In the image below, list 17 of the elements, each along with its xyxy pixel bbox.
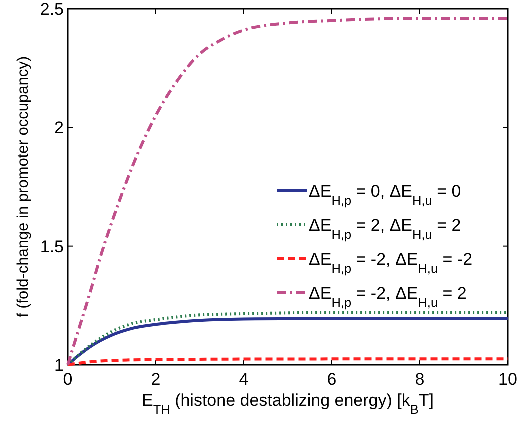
y-axis-title: f (fold-change in promoter occupancy)	[15, 56, 32, 318]
line-series	[66, 16, 510, 366]
y-tick-label: 2.5	[40, 0, 64, 19]
x-tick-label: 0	[63, 370, 73, 389]
x-tick-label: 8	[415, 370, 425, 389]
y-tick-label: 1	[54, 356, 64, 375]
legend-label: ΔE$_{H,p}$ = -2, ΔE$_{H,u}$ = -2	[309, 250, 473, 276]
y-tick-label: 1.5	[40, 237, 64, 256]
x-axis-title: E$_{TH}$ (histone destablizing energy) [k$_{B}$T]	[142, 391, 434, 416]
legend-label: ΔE$_{H,p}$ = 2, ΔE$_{H,u}$ = 2	[309, 216, 462, 242]
x-tick-label: 10	[498, 370, 518, 389]
x-tick-label: 6	[327, 370, 337, 389]
x-tick-label: 2	[151, 370, 161, 389]
legend-label: ΔE$_{H,p}$ = 0, ΔE$_{H,u}$ = 0	[309, 182, 462, 208]
legend-label: ΔE$_{H,p}$ = -2, ΔE$_{H,u}$ = 2	[309, 284, 467, 310]
y-tick-label: 2	[54, 118, 64, 138]
x-tick-label: 4	[239, 370, 249, 389]
